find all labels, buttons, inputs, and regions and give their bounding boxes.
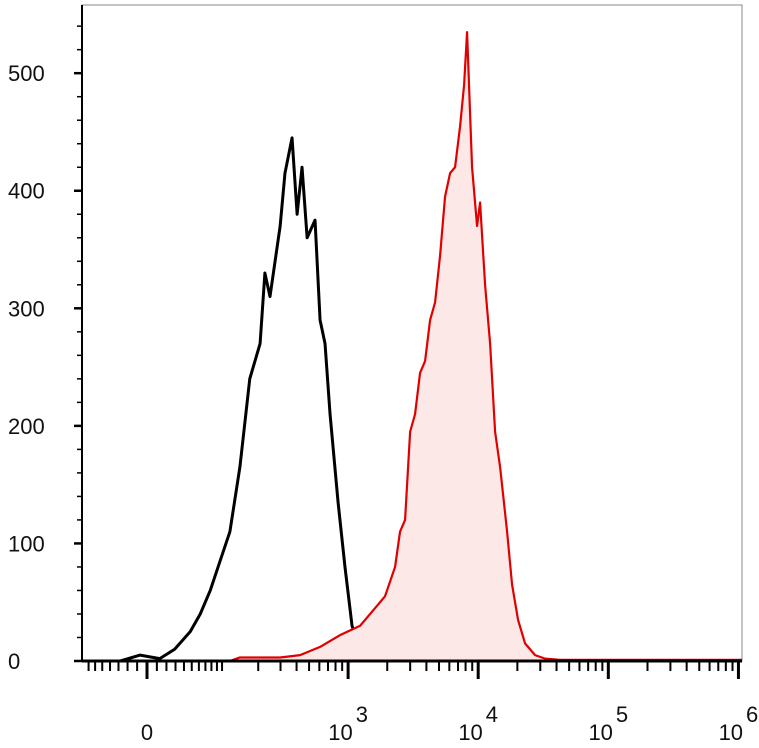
x-tick-base: 10 (458, 720, 482, 745)
y-tick-label: 0 (8, 649, 20, 674)
x-tick-label: 103 (328, 702, 368, 745)
y-tick-label: 300 (8, 296, 45, 321)
y-tick-label: 100 (8, 531, 45, 556)
y-tick-label: 200 (8, 414, 45, 439)
x-tick-base: 10 (588, 720, 612, 745)
histogram-area (82, 32, 742, 661)
x-tick-base: 10 (328, 720, 352, 745)
x-tick-exponent: 4 (486, 702, 498, 727)
x-tick-label: 0 (141, 720, 153, 745)
x-tick-exponent: 5 (616, 702, 628, 727)
x-tick-label: 105 (588, 702, 628, 745)
y-tick-label: 400 (8, 179, 45, 204)
x-tick-label: 106 (719, 702, 759, 745)
x-tick-base: 10 (719, 720, 743, 745)
x-tick-label: 104 (458, 702, 498, 745)
x-tick-exponent: 6 (746, 702, 758, 727)
y-tick-label: 500 (8, 61, 45, 86)
x-tick-exponent: 3 (356, 702, 368, 727)
histogram-line (82, 30, 742, 663)
